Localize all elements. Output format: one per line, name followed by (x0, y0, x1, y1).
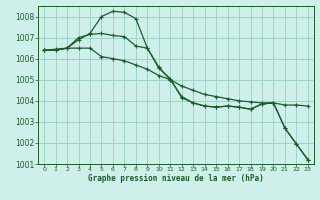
X-axis label: Graphe pression niveau de la mer (hPa): Graphe pression niveau de la mer (hPa) (88, 174, 264, 183)
